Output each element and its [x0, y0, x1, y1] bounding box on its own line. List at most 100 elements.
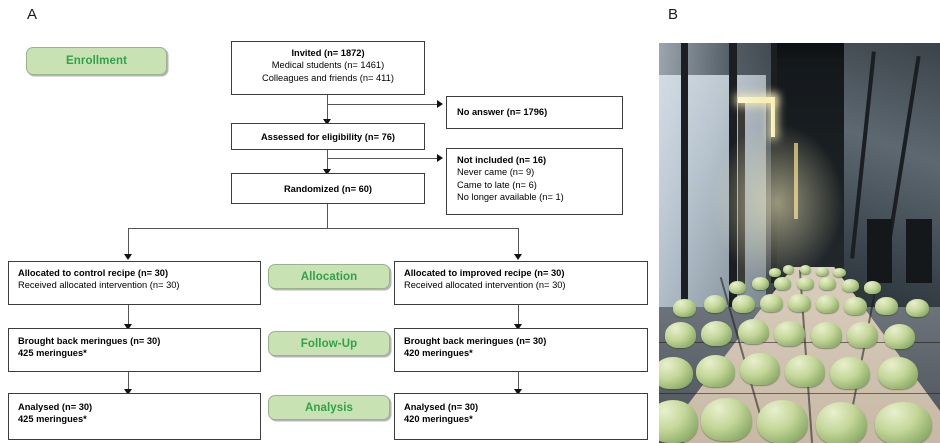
box-left-allocation: Allocated to control recipe (n= 30) Rece…	[8, 261, 261, 305]
box-right-followup-line-1: Brought back meringues (n= 30)	[404, 336, 547, 346]
photo-stool-2	[906, 219, 932, 283]
box-randomized-line-1: Randomized (n= 60)	[283, 184, 373, 194]
photo-meringue	[816, 401, 867, 443]
stage-pill-followup: Follow-Up	[268, 331, 390, 356]
arrowhead-left-followup	[124, 324, 132, 330]
photo-meringue	[740, 353, 780, 386]
photo-meringue	[883, 324, 915, 350]
photo-meringue	[782, 264, 794, 274]
photo-meringue	[768, 268, 782, 278]
box-randomized: Randomized (n= 60)	[231, 173, 425, 204]
photo-meringue	[785, 354, 825, 388]
photo-meringue	[729, 281, 747, 294]
photo-scene	[659, 43, 940, 443]
stage-pill-enrollment: Enrollment	[26, 47, 167, 75]
photo-meringue	[760, 293, 783, 312]
stage-pill-analysis: Analysis	[268, 395, 390, 420]
box-left-analysis-line-2: 425 meringues*	[18, 414, 87, 425]
photo-lamp-arm-1	[737, 97, 775, 104]
box-right-allocation: Allocated to improved recipe (n= 30) Rec…	[394, 261, 648, 305]
photo-meringue	[799, 264, 811, 274]
connector-left-followup-to-analysis	[128, 372, 130, 392]
box-no-answer-line-1: No answer (n= 1796)	[457, 107, 548, 117]
box-right-allocation-line-1: Allocated to improved recipe (n= 30)	[404, 268, 565, 278]
connector-invited-to-no-answer	[327, 104, 438, 106]
arrowhead-right-allocation	[514, 254, 522, 260]
connector-split-left	[128, 228, 130, 257]
arrowhead-randomized	[323, 169, 331, 175]
stage-pill-followup-label: Follow-Up	[300, 337, 358, 350]
box-invited-line-1: Invited (n= 1872)	[291, 48, 365, 58]
photo-meringue	[875, 297, 898, 316]
photo-meringue	[774, 277, 792, 290]
connector-assessed-to-not-included	[327, 158, 438, 160]
photo-meringue	[847, 322, 879, 348]
connector-right-followup-to-analysis	[518, 372, 520, 392]
photo-meringue	[816, 295, 839, 314]
photo-meringue	[906, 299, 929, 317]
box-right-allocation-line-2: Received allocated intervention (n= 30)	[404, 280, 566, 291]
connector-right-alloc-to-followup	[518, 305, 520, 327]
panel-letter-b: B	[668, 6, 679, 23]
photo-meringue	[864, 281, 881, 294]
arrowhead-no-answer	[437, 100, 443, 108]
arrowhead-left-analysis	[124, 389, 132, 395]
box-not-included-line-1: Not included (n= 16)	[457, 155, 547, 165]
photo-meringue	[816, 266, 829, 276]
box-left-allocation-line-2: Received allocated intervention (n= 30)	[18, 280, 180, 291]
photo-meringue	[673, 299, 696, 317]
photo-meringue	[659, 356, 693, 389]
photo-meringue	[841, 279, 859, 292]
photo-lamp-glow	[709, 123, 845, 283]
connector-randomization-split	[128, 228, 519, 230]
box-invited-line-2: Medical students (n= 1461)	[271, 60, 385, 71]
photo-meringue	[737, 318, 769, 344]
panel-letter-a: A	[27, 6, 38, 23]
photo-meringue	[833, 268, 846, 278]
box-left-analysis: Analysed (n= 30) 425 meringues*	[8, 393, 261, 440]
photo-meringue	[701, 398, 752, 442]
photo-meringue	[788, 293, 811, 312]
photo-meringue	[830, 356, 870, 389]
box-left-analysis-line-1: Analysed (n= 30)	[18, 402, 93, 412]
meringue-photograph	[659, 43, 940, 443]
connector-assessed-to-randomized	[327, 150, 329, 172]
arrowhead-right-analysis	[514, 389, 522, 395]
photo-meringue	[757, 399, 808, 443]
box-left-allocation-line-1: Allocated to control recipe (n= 30)	[18, 268, 169, 278]
box-assessed-for-eligibility: Assessed for eligibility (n= 76)	[231, 123, 425, 150]
connector-split-right	[518, 228, 520, 257]
photo-lamp-arm-1b	[770, 97, 776, 137]
photo-meringue	[751, 277, 769, 290]
box-left-followup-line-1: Brought back meringues (n= 30)	[18, 336, 161, 346]
photo-meringue	[659, 399, 699, 443]
arrowhead-right-followup	[514, 324, 522, 330]
connector-invited-to-assessed	[327, 95, 329, 122]
photo-meringue	[701, 320, 733, 346]
box-left-followup: Brought back meringues (n= 30) 425 merin…	[8, 328, 261, 372]
photo-meringue	[774, 320, 806, 346]
box-not-included-line-3: Came to late (n= 6)	[457, 179, 537, 190]
arrowhead-assessed	[323, 119, 331, 125]
connector-left-alloc-to-followup	[128, 305, 130, 327]
photo-mullion-1	[681, 43, 689, 347]
box-right-followup-line-2: 420 meringues*	[404, 348, 473, 359]
arrowhead-left-allocation	[124, 254, 132, 260]
stage-pill-allocation-label: Allocation	[300, 270, 358, 283]
photo-meringue	[844, 297, 867, 316]
photo-tray-line-5	[659, 392, 940, 394]
photo-meringue	[664, 322, 696, 348]
box-right-analysis: Analysed (n= 30) 420 meringues*	[394, 393, 648, 440]
photo-meringue	[732, 295, 755, 314]
photo-meringue	[810, 322, 842, 348]
photo-meringue	[878, 356, 918, 389]
photo-meringue	[875, 401, 932, 443]
photo-meringue-field	[659, 263, 940, 443]
box-no-answer: No answer (n= 1796)	[446, 96, 623, 129]
box-not-included-line-2: Never came (n= 9)	[457, 167, 535, 178]
photo-meringue	[796, 277, 814, 290]
stage-pill-allocation: Allocation	[268, 264, 390, 289]
photo-meringue	[819, 277, 837, 290]
stage-pill-analysis-label: Analysis	[304, 401, 354, 414]
box-right-analysis-line-1: Analysed (n= 30)	[404, 402, 479, 412]
